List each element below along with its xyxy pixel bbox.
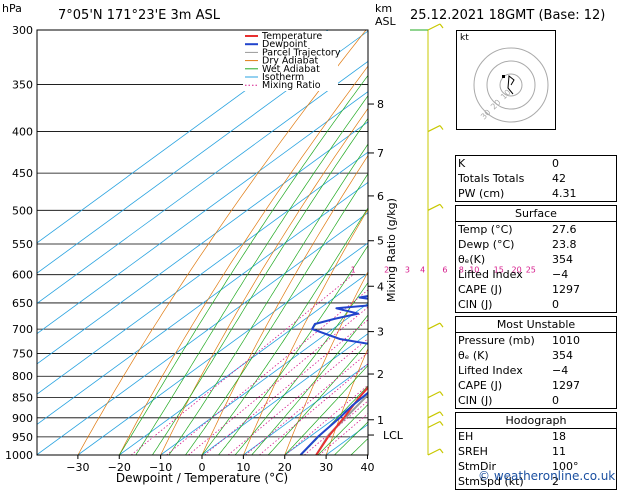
pressure-tick-label: 1000 bbox=[5, 449, 33, 462]
mixing-ratio-label: 3 bbox=[405, 266, 410, 275]
surface-row: Temp (°C)27.6 bbox=[456, 222, 616, 237]
mixing-ratio-line bbox=[188, 275, 407, 455]
km-tick-label: 3 bbox=[377, 326, 384, 339]
km-tick-label: 4 bbox=[377, 280, 384, 293]
mixing-ratio-label: 4 bbox=[420, 266, 425, 275]
surface-row: Lifted Index−4 bbox=[456, 267, 616, 282]
wind-barb-850 bbox=[440, 392, 443, 396]
mu-row: θₑ (K)354 bbox=[456, 348, 616, 363]
mu-row: CAPE (J)1297 bbox=[456, 378, 616, 393]
wind-barb-900 bbox=[428, 412, 440, 418]
pressure-tick-label: 900 bbox=[12, 412, 33, 425]
isotherm-line bbox=[0, 30, 411, 455]
km-tick-label: 1 bbox=[377, 414, 384, 427]
pressure-tick-label: 550 bbox=[12, 238, 33, 251]
location-title: 7°05'N 171°23'E 3m ASL bbox=[58, 8, 220, 23]
km-tick-label: 7 bbox=[377, 147, 384, 160]
x-axis-label: Dewpoint / Temperature (°C) bbox=[116, 471, 288, 485]
pressure-tick-label: 800 bbox=[12, 370, 33, 383]
mu-row: CIN (J)0 bbox=[456, 393, 616, 408]
mixing-ratio-line bbox=[259, 275, 474, 455]
mixing-ratio-axis-label: Mixing Ratio (g/kg) bbox=[385, 198, 398, 302]
surface-row: θₑ(K)354 bbox=[456, 252, 616, 267]
x-tick-label: 30 bbox=[319, 461, 333, 474]
wind-barb-400 bbox=[440, 126, 443, 130]
wind-barb-850 bbox=[428, 392, 440, 398]
credit-link[interactable]: © weatheronline.co.uk bbox=[478, 469, 615, 483]
storm-motion-marker bbox=[502, 75, 505, 78]
hodo-unit-label: kt bbox=[460, 33, 469, 43]
mixing-ratio-label: 6 bbox=[442, 266, 447, 275]
pressure-tick-label: 700 bbox=[12, 323, 33, 336]
pressure-tick-label: 650 bbox=[12, 297, 33, 310]
wind-barb-400 bbox=[428, 126, 440, 132]
pressure-tick-label: 350 bbox=[12, 78, 33, 91]
km-tick-label: 5 bbox=[377, 235, 384, 248]
pressure-tick-label: 600 bbox=[12, 269, 33, 282]
km-tick-label: 6 bbox=[377, 190, 384, 203]
km-tick-label: 2 bbox=[377, 368, 384, 381]
x-tick-label: −30 bbox=[66, 461, 89, 474]
pressure-tick-label: 500 bbox=[12, 204, 33, 217]
pressure-tick-label: 400 bbox=[12, 126, 33, 139]
wind-barb-500 bbox=[428, 204, 440, 210]
mu-row: Lifted Index−4 bbox=[456, 363, 616, 378]
index-row: PW (cm)4.31 bbox=[456, 186, 616, 201]
wind-barb-1000 bbox=[440, 449, 443, 453]
lcl-label: LCL bbox=[383, 429, 404, 442]
pressure-tick-label: 950 bbox=[12, 431, 33, 444]
wind-barb-500 bbox=[440, 204, 443, 208]
wind-barb-925 bbox=[428, 421, 440, 427]
wind-barb-300 bbox=[428, 24, 440, 30]
legend-entry: Mixing Ratio bbox=[262, 80, 321, 91]
surface-box: Surface Temp (°C)27.6 Dewp (°C)23.8 θₑ(K… bbox=[455, 205, 617, 313]
mu-row: Pressure (mb)1010 bbox=[456, 333, 616, 348]
wet-adiabat bbox=[136, 30, 417, 455]
wet-adiabat bbox=[169, 30, 448, 455]
hodograph-title: Hodograph bbox=[456, 413, 616, 429]
surface-title: Surface bbox=[456, 206, 616, 222]
surface-row: CAPE (J)1297 bbox=[456, 282, 616, 297]
pressure-tick-label: 850 bbox=[12, 392, 33, 405]
pressure-tick-label: 450 bbox=[12, 167, 33, 180]
wind-barb-300 bbox=[440, 24, 443, 28]
wind-barb-700 bbox=[428, 323, 440, 329]
surface-row: CIN (J)0 bbox=[456, 297, 616, 312]
pressure-unit-label: hPa bbox=[2, 2, 22, 15]
km-label: km bbox=[375, 2, 392, 15]
wind-barb-900 bbox=[440, 412, 443, 416]
dry-adiabat bbox=[616, 18, 629, 455]
km-tick-label: 8 bbox=[377, 98, 384, 111]
wind-barb-700 bbox=[440, 323, 443, 327]
wind-barb-925 bbox=[440, 421, 443, 425]
pressure-tick-label: 300 bbox=[12, 24, 33, 37]
most-unstable-box: Most Unstable Pressure (mb)1010 θₑ (K)35… bbox=[455, 316, 617, 409]
x-tick-label: 40 bbox=[360, 461, 374, 474]
wind-barb-1000 bbox=[428, 449, 440, 455]
mixing-ratio-label: 1 bbox=[351, 266, 356, 275]
asl-label: ASL bbox=[375, 15, 396, 28]
isotherm-line bbox=[0, 30, 494, 455]
surface-row: Dewp (°C)23.8 bbox=[456, 237, 616, 252]
hodograph: kt 10 20 30 bbox=[456, 30, 556, 130]
most-unstable-title: Most Unstable bbox=[456, 317, 616, 333]
pressure-tick-label: 750 bbox=[12, 347, 33, 360]
wind-barbs bbox=[410, 24, 443, 455]
datetime-title: 25.12.2021 18GMT (Base: 12) bbox=[410, 8, 605, 23]
